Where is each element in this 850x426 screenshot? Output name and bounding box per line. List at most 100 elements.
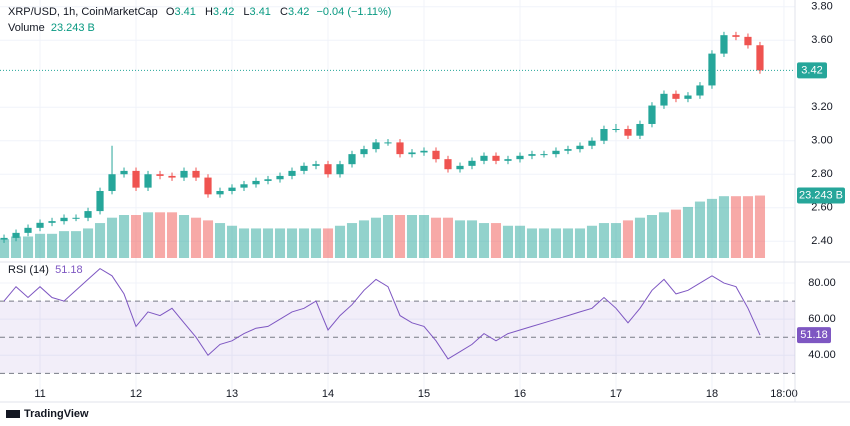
candle-body (204, 177, 212, 195)
volume-bar (586, 225, 598, 258)
candle-body (540, 154, 548, 156)
candle-body (660, 93, 668, 106)
volume-bar (394, 215, 406, 258)
volume-name: Volume (8, 22, 45, 34)
volume-bar (70, 231, 82, 258)
candle-body (408, 152, 416, 155)
volume-bar (202, 220, 214, 258)
y-tick-label: 2.40 (811, 235, 832, 247)
candle-body (636, 123, 644, 136)
volume-bar (214, 223, 226, 258)
y-tick-label: 3.60 (811, 34, 832, 46)
candle-body (492, 155, 500, 161)
candle-body (516, 155, 524, 160)
volume-bar (442, 217, 454, 258)
candle-body (264, 179, 272, 181)
volume-bar (634, 217, 646, 258)
candle-body (732, 35, 740, 37)
x-tick-label: 17 (610, 388, 622, 400)
volume-bar (730, 196, 742, 258)
volume-bar (82, 228, 94, 258)
last-price-label: 3.42 (801, 64, 822, 76)
volume-bar (526, 228, 538, 258)
candle-body (240, 184, 248, 188)
candle-body (612, 129, 620, 130)
volume-bar (370, 217, 382, 258)
x-tick-label: 16 (514, 388, 526, 400)
volume-bar (466, 220, 478, 258)
ohlc-value: 3.42 (212, 6, 235, 18)
volume-bar (262, 228, 274, 258)
candle-body (684, 95, 692, 99)
y-tick-label: 2.80 (811, 168, 832, 180)
ohlc-key: C (280, 6, 288, 18)
volume-bar (418, 215, 430, 258)
volume-bar (334, 225, 346, 258)
candle-body (396, 142, 404, 155)
volume-bar (142, 212, 154, 258)
volume-bar (250, 228, 262, 258)
volume-bar (406, 215, 418, 258)
volume-bar (130, 215, 142, 258)
volume-value: 23.243 B (50, 22, 95, 34)
change: −0.04 (−1.11%) (316, 6, 392, 18)
candle-body (336, 164, 344, 175)
brand-name: TradingView (24, 408, 89, 420)
x-tick-label: 18 (706, 388, 718, 400)
volume-bar (178, 215, 190, 258)
volume-bar (658, 212, 670, 258)
y-tick-label: 60.00 (808, 313, 836, 325)
candle-body (48, 221, 56, 223)
volume-bar (598, 223, 610, 258)
volume-bar (298, 228, 310, 258)
x-tick-label: 12 (130, 388, 142, 400)
ohlc-key: O (165, 6, 175, 18)
volume-bar (478, 223, 490, 258)
candle-body (216, 190, 224, 195)
volume-bar (430, 217, 442, 258)
volume-bar (706, 198, 718, 258)
candle-body (192, 170, 200, 178)
volume-bar (10, 236, 22, 258)
candle-body (744, 36, 752, 46)
candle-body (168, 175, 176, 178)
volume-bar (34, 233, 46, 258)
volume-bar (310, 228, 322, 258)
volume-bar (58, 231, 70, 258)
rsi-box (797, 327, 831, 344)
volume-bar (286, 228, 298, 258)
volume-bar (682, 206, 694, 258)
candle-body (12, 232, 20, 238)
candle-body (372, 142, 380, 150)
volume-box (797, 187, 845, 204)
candle-body (456, 165, 464, 170)
candle-body (708, 53, 716, 86)
y-tick-label: 3.00 (811, 135, 832, 147)
candle-body (288, 170, 296, 176)
volume-bar (22, 236, 34, 258)
volume-bar (346, 223, 358, 258)
volume-bar (550, 228, 562, 258)
volume-bar (94, 223, 106, 258)
volume-bar (190, 217, 202, 258)
candle-body (564, 149, 572, 151)
candle-body (0, 237, 8, 240)
legend-header: XRP/USD, 1h, CoinMarketCap O3.41 H3.42 L… (8, 6, 395, 18)
volume-bar (622, 220, 634, 258)
rsi-header: RSI (14) 51.18 (8, 264, 83, 276)
candle-body (324, 164, 332, 175)
candle-body (312, 164, 320, 166)
volume-bar (454, 220, 466, 258)
candle-body (468, 160, 476, 166)
candle-body (300, 165, 308, 171)
candle-body (444, 159, 452, 170)
candle-body (228, 187, 236, 191)
ohlc-value: 3.41 (249, 6, 271, 18)
rsi-value-label: 51.18 (800, 329, 828, 341)
volume-bar (274, 228, 286, 258)
volume-bar (610, 223, 622, 258)
volume-bar (118, 215, 130, 258)
volume-bar (226, 225, 238, 258)
candle-body (420, 150, 428, 153)
